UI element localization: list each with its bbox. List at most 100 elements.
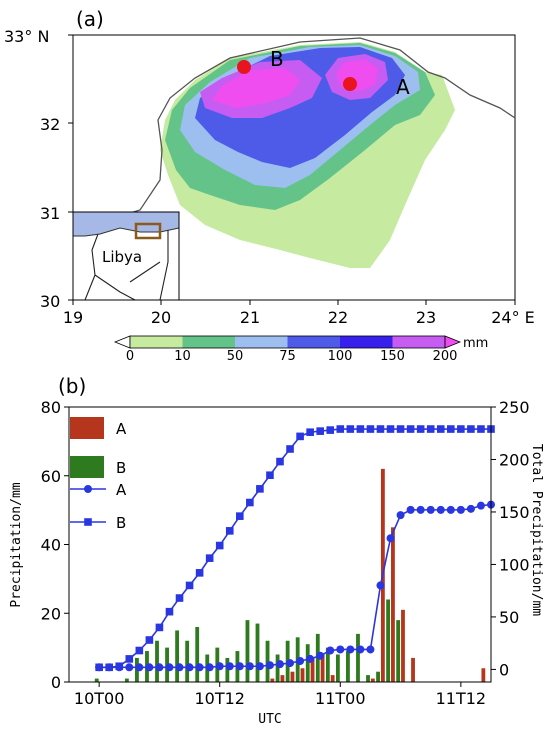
bar-b (305, 644, 310, 682)
colorbar-unit: mm (463, 336, 488, 351)
total-b-point (336, 425, 345, 433)
total-b-point (406, 425, 415, 433)
legend-marker (84, 485, 92, 493)
bar-b (366, 675, 370, 682)
bar-b (325, 647, 330, 682)
total-b-point (296, 432, 304, 441)
total-a-point (436, 505, 445, 514)
total-b-point (155, 623, 164, 632)
station-b-label: B (270, 47, 284, 71)
total-a-point (165, 663, 174, 672)
bar-b (225, 657, 230, 682)
total-a-point (466, 504, 475, 513)
total-b-point (396, 425, 405, 433)
precip-field (160, 42, 455, 268)
bar-b (195, 627, 200, 682)
axes: 10T00 10T12 11T00 11T12 0 20 40 60 80 0 50 100 150 20… (41, 398, 530, 708)
y-left-tick: 20 (41, 604, 61, 623)
x-tick: 11T12 (436, 689, 487, 708)
total-a-point (346, 645, 355, 654)
total-a-point (316, 651, 325, 660)
total-b-point (366, 425, 375, 433)
total-b-point (165, 607, 174, 616)
bar-b (386, 599, 391, 682)
bar-b (94, 678, 99, 682)
y-left-tick: 0 (51, 673, 61, 692)
total-a-point (235, 662, 244, 671)
bar-b (245, 620, 250, 682)
y-axis-right-label: Total Precipitation/mm (529, 444, 544, 616)
colorbar-tick: 150 (380, 349, 405, 364)
legend-item: B (70, 456, 126, 478)
station-a-label: A (396, 75, 410, 99)
total-b-point (185, 581, 194, 590)
legend-label: A (116, 420, 127, 438)
y-right-tick: 200 (499, 450, 530, 469)
total-a-point (456, 505, 465, 514)
coastline (72, 37, 516, 217)
lon-axis: 19 20 21 22 23 24° E (63, 300, 535, 327)
total-b-point (467, 425, 475, 433)
bar-a (481, 668, 486, 682)
total-b-point (236, 512, 244, 520)
total-b-point (145, 636, 154, 644)
total-a-point (416, 505, 425, 514)
station-b-marker (237, 60, 251, 74)
total-b-point (215, 541, 224, 550)
total-a-point (356, 645, 365, 654)
bars-a (270, 468, 486, 682)
total-b-point (436, 425, 445, 433)
total-a-point (205, 663, 214, 672)
total-b-line (99, 428, 491, 669)
total-b-point (266, 471, 274, 480)
y-right-tick: 250 (499, 398, 530, 417)
colorbar-cell (340, 336, 393, 348)
y-axis-left-label: Precipitation/mm (9, 482, 24, 607)
total-a-point (215, 662, 224, 671)
total-a-point (336, 645, 345, 654)
precip-band-200-b (212, 68, 300, 108)
bar-b (275, 654, 280, 682)
total-a-point (265, 661, 274, 670)
total-b-point (125, 655, 134, 663)
total-a-point (175, 663, 184, 672)
x-axis-label: UTC (258, 712, 281, 727)
panel-b: (b) 10T00 10T12 11T00 11T120204060800501001… (9, 374, 544, 727)
y-left-tick: 60 (41, 467, 61, 486)
bar-a (280, 675, 285, 682)
y-left-tick: 80 (41, 398, 61, 417)
total-a-point (225, 662, 234, 671)
bar-a (391, 527, 395, 682)
total-b-point (246, 498, 254, 507)
colorbar-tick: 50 (227, 349, 244, 364)
y-left-tick: 40 (41, 536, 61, 555)
y-right-tick: 50 (499, 608, 519, 627)
lon-tick-19: 19 (63, 308, 83, 327)
x-tick: 10T12 (194, 689, 245, 708)
lat-tick-31: 31 (40, 204, 60, 223)
total-a-point (155, 663, 164, 672)
bar-a (290, 671, 295, 682)
legend-item: B (70, 514, 126, 532)
legend-swatch (70, 456, 104, 478)
x-tick: 10T00 (74, 689, 125, 708)
total-b-point (135, 646, 144, 655)
total-a-point (386, 534, 395, 543)
total-a-point (255, 662, 264, 671)
station-a-marker (343, 77, 357, 91)
lat-axis: 33° N 32 31 30 (4, 27, 73, 311)
total-b-point (457, 425, 465, 433)
total-a-point (125, 663, 134, 672)
y-right-tick: 150 (499, 503, 530, 522)
total-a-point (185, 663, 194, 672)
total-b-point (416, 425, 425, 433)
total-a-point (306, 654, 315, 663)
legend-label: B (116, 514, 126, 532)
bar-a (370, 678, 375, 682)
total-b-point (376, 425, 385, 433)
bar-b (396, 620, 401, 682)
total-a-point (476, 501, 485, 510)
bar-a (411, 657, 415, 682)
bar-b (124, 678, 129, 682)
